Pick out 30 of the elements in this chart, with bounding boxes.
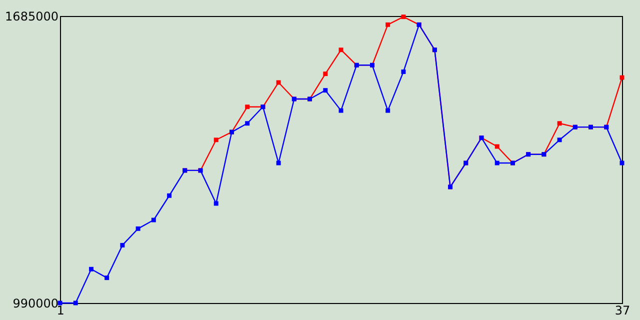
point bbox=[494, 160, 500, 166]
point bbox=[323, 88, 328, 93]
point bbox=[401, 14, 406, 20]
point bbox=[386, 108, 390, 113]
point bbox=[104, 276, 110, 280]
x-tick-label: 37 bbox=[614, 304, 630, 318]
point bbox=[401, 70, 406, 74]
point bbox=[151, 218, 156, 222]
point bbox=[88, 266, 94, 272]
point bbox=[557, 138, 562, 142]
point bbox=[276, 80, 281, 85]
point bbox=[167, 193, 172, 198]
y-tick-label: 1685000 bbox=[5, 10, 58, 24]
point bbox=[620, 75, 624, 80]
point bbox=[214, 138, 218, 142]
point bbox=[557, 121, 562, 126]
x-tick-label: 1 bbox=[56, 304, 64, 318]
point bbox=[245, 104, 250, 110]
point bbox=[386, 22, 390, 27]
point bbox=[136, 226, 140, 231]
point bbox=[276, 160, 281, 166]
point bbox=[338, 108, 344, 113]
point bbox=[214, 201, 218, 206]
point bbox=[323, 72, 328, 76]
y-tick-label: 990000 bbox=[12, 296, 58, 310]
point bbox=[120, 242, 125, 248]
point bbox=[338, 48, 344, 52]
point bbox=[245, 121, 250, 126]
point bbox=[73, 300, 78, 306]
point bbox=[494, 144, 500, 149]
